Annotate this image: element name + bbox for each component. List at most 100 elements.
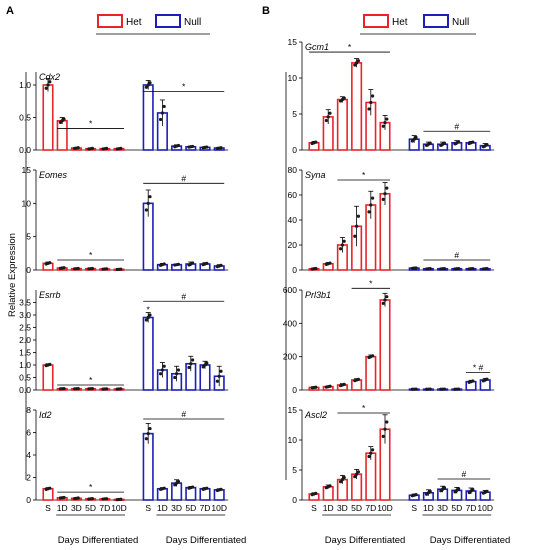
- legend-a: Het Null: [96, 14, 210, 35]
- subplot-b-prl3b1: Prl3b1 0 200 400 600 * * #: [283, 278, 495, 395]
- legend-b-het-label: Het: [392, 17, 408, 28]
- data-point: [105, 146, 109, 150]
- data-point: [383, 427, 387, 431]
- data-point: [457, 487, 461, 491]
- data-point: [457, 266, 461, 271]
- significance-mark: #: [462, 469, 467, 479]
- data-point: [369, 100, 373, 105]
- data-point: [46, 83, 50, 87]
- y-tick-label: 0: [292, 145, 297, 155]
- data-point: [119, 497, 123, 501]
- y-tick-label: 5: [292, 465, 297, 475]
- data-point: [160, 111, 164, 115]
- data-point: [471, 487, 475, 492]
- y-tick-label: 10: [22, 198, 32, 208]
- bar: [156, 487, 168, 501]
- data-point: [314, 491, 318, 495]
- x-tick-label: 5D: [451, 503, 462, 513]
- x-tick-label: 10D: [211, 503, 227, 513]
- significance-mark: #: [181, 173, 186, 183]
- data-point: [162, 364, 166, 368]
- y-tick-label: 1.0: [19, 360, 31, 370]
- significance-mark: *: [89, 375, 93, 385]
- gene-label: Cdx2: [39, 72, 60, 82]
- x-tick-label: 7D: [466, 503, 477, 513]
- data-point: [442, 141, 446, 145]
- y-tick-label: 2: [26, 473, 31, 483]
- legend-a-null-swatch: [155, 14, 181, 28]
- data-point: [90, 266, 94, 271]
- significance-mark: * #: [473, 363, 484, 373]
- data-point: [105, 497, 109, 501]
- data-point: [76, 146, 80, 150]
- data-point: [176, 262, 180, 266]
- data-point: [146, 315, 150, 320]
- data-point: [381, 301, 385, 305]
- data-point: [414, 135, 418, 139]
- data-point: [176, 479, 180, 484]
- x-tick-label: 5D: [85, 503, 96, 513]
- data-point: [414, 266, 418, 270]
- plots-layer: Cdx2 0.0 0.5 1.0 * * Eomes 0 5 10 15 * # Esrrb 0.0 0.5 1…: [19, 37, 495, 516]
- legend-a-het-label: Het: [126, 17, 142, 28]
- x-tick-label: 3D: [171, 503, 182, 513]
- data-point: [119, 387, 123, 391]
- data-point: [442, 387, 446, 391]
- bar: [42, 364, 54, 391]
- data-point: [105, 387, 109, 391]
- subplot-b-gcm1: Gcm1 0 5 10 15 * #: [288, 37, 495, 155]
- x-tick-label: 3D: [71, 503, 82, 513]
- data-point: [146, 83, 150, 87]
- data-point: [62, 266, 66, 270]
- data-point: [457, 140, 461, 144]
- data-point: [90, 387, 94, 391]
- data-point: [62, 387, 66, 391]
- y-axis-label: Relative Expression: [7, 233, 18, 317]
- data-point: [414, 387, 418, 391]
- data-point: [176, 368, 180, 372]
- data-point: [191, 261, 195, 265]
- data-point: [146, 201, 150, 205]
- y-tick-label: 400: [283, 318, 297, 328]
- bar: [42, 487, 54, 501]
- data-point: [367, 107, 371, 111]
- x-tick-label: 3D: [337, 503, 348, 513]
- data-point: [371, 94, 375, 98]
- data-point: [385, 186, 389, 190]
- data-point: [48, 80, 52, 84]
- x-tick-label: 10D: [377, 503, 393, 513]
- data-point: [356, 470, 360, 474]
- legend-a-het-swatch: [97, 14, 123, 28]
- subplot-a-cdx2: Cdx2 0.0 0.5 1.0 * *: [19, 72, 229, 155]
- data-point: [385, 117, 389, 121]
- data-point: [76, 496, 80, 500]
- y-tick-label: 200: [283, 352, 297, 362]
- data-point: [457, 387, 461, 391]
- y-tick-label: 600: [283, 285, 297, 295]
- data-point: [144, 437, 148, 441]
- y-tick-label: 80: [288, 165, 298, 175]
- data-point: [160, 368, 164, 372]
- data-point: [385, 420, 389, 424]
- data-point: [340, 478, 344, 482]
- y-tick-label: 3.0: [19, 310, 31, 320]
- gene-label: Id2: [39, 410, 52, 420]
- data-point: [328, 261, 332, 265]
- y-tick-label: 0: [292, 495, 297, 505]
- significance-mark: #: [454, 121, 459, 131]
- x-label-a-null: Days Differentiated: [166, 535, 247, 546]
- data-point: [381, 197, 385, 201]
- x-tick-label: S: [411, 503, 417, 513]
- data-point: [485, 489, 489, 493]
- x-tick-label: 1D: [157, 503, 168, 513]
- gene-label: Prl3b1: [305, 290, 331, 300]
- data-point: [428, 141, 432, 145]
- significance-mark: #: [181, 291, 186, 301]
- bar: [379, 192, 391, 271]
- data-point: [326, 115, 330, 119]
- data-point: [76, 387, 80, 391]
- data-point: [215, 379, 219, 383]
- data-point: [442, 486, 446, 490]
- data-point: [371, 196, 375, 200]
